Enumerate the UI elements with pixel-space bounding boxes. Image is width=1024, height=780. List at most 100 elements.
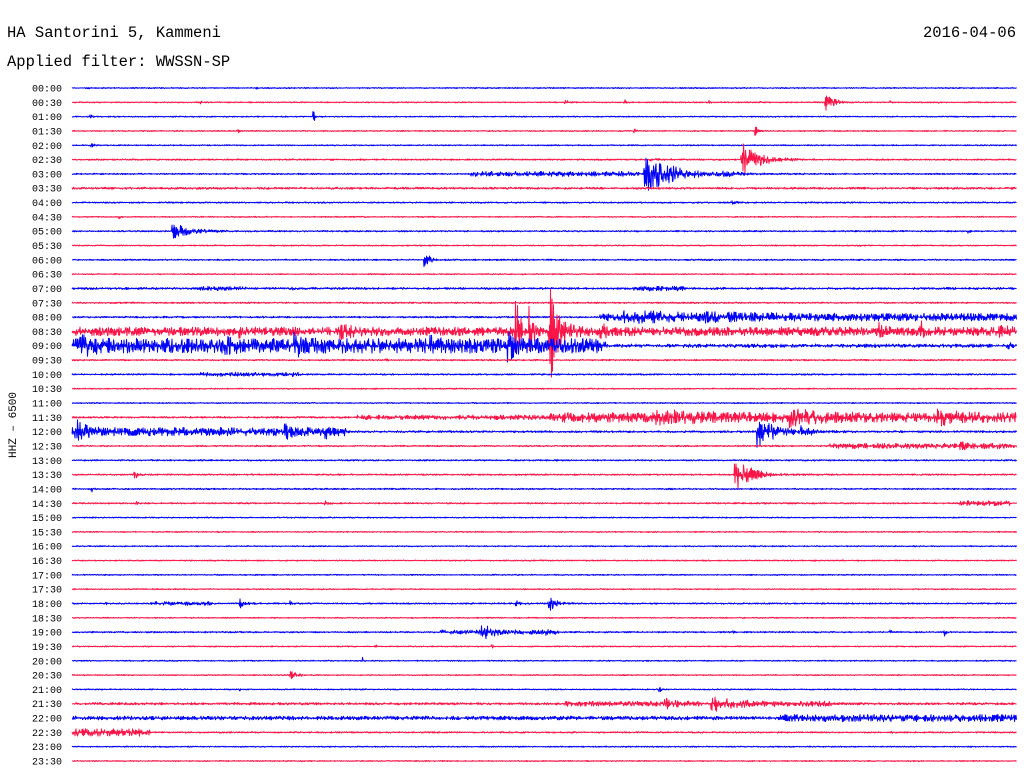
trace-01-30 bbox=[71, 126, 1017, 137]
tick-label-17-00: 17:00 bbox=[32, 571, 62, 582]
trace-20-00 bbox=[71, 656, 1017, 662]
trace-12-30 bbox=[71, 441, 1017, 451]
trace-07-00 bbox=[71, 285, 1017, 292]
trace-16-00 bbox=[71, 545, 1017, 548]
trace-group bbox=[71, 86, 1017, 763]
trace-04-00 bbox=[71, 200, 1017, 205]
trace-03-30 bbox=[71, 186, 1017, 190]
tick-label-00-00: 00:00 bbox=[32, 85, 62, 96]
tick-label-14-00: 14:00 bbox=[32, 485, 62, 496]
trace-05-00 bbox=[71, 224, 1017, 239]
tick-label-06-30: 06:30 bbox=[32, 271, 62, 282]
tick-label-21-00: 21:00 bbox=[32, 686, 62, 697]
trace-09-00 bbox=[71, 331, 1017, 363]
trace-04-30 bbox=[71, 215, 1017, 220]
trace-19-00 bbox=[71, 625, 1017, 640]
tick-label-18-00: 18:00 bbox=[32, 600, 62, 611]
tick-label-11-30: 11:30 bbox=[32, 414, 62, 425]
trace-11-30 bbox=[71, 408, 1017, 429]
trace-23-00 bbox=[71, 745, 1017, 748]
tick-label-07-00: 07:00 bbox=[32, 285, 62, 296]
tick-label-10-30: 10:30 bbox=[32, 385, 62, 396]
tick-label-10-00: 10:00 bbox=[32, 371, 62, 382]
tick-label-04-00: 04:00 bbox=[32, 199, 62, 210]
y-axis-label: HHZ – 6500 bbox=[8, 392, 20, 458]
tick-label-08-00: 08:00 bbox=[32, 314, 62, 325]
tick-label-14-30: 14:30 bbox=[32, 500, 62, 511]
trace-15-00 bbox=[71, 516, 1017, 519]
tick-label-06-00: 06:00 bbox=[32, 256, 62, 267]
trace-00-30 bbox=[71, 95, 1017, 111]
tick-label-16-00: 16:00 bbox=[32, 543, 62, 554]
trace-02-00 bbox=[71, 142, 1017, 148]
tick-label-22-30: 22:30 bbox=[32, 729, 62, 740]
tick-label-20-30: 20:30 bbox=[32, 672, 62, 683]
trace-21-30 bbox=[71, 696, 1017, 712]
tick-label-01-30: 01:30 bbox=[32, 127, 62, 138]
trace-00-00 bbox=[71, 86, 1017, 90]
trace-02-30 bbox=[71, 143, 1017, 175]
trace-03-00 bbox=[71, 157, 1017, 191]
trace-10-30 bbox=[71, 387, 1017, 390]
tick-label-20-00: 20:00 bbox=[32, 657, 62, 668]
filter-label: Applied filter: WWSSN-SP bbox=[7, 53, 230, 71]
tick-label-18-30: 18:30 bbox=[32, 614, 62, 625]
trace-18-00 bbox=[71, 597, 1017, 611]
tick-label-09-30: 09:30 bbox=[32, 357, 62, 368]
tick-label-12-30: 12:30 bbox=[32, 442, 62, 453]
trace-08-00 bbox=[71, 310, 1017, 325]
station-title: HA Santorini 5, Kammeni bbox=[7, 24, 221, 42]
trace-12-00 bbox=[71, 419, 1017, 448]
tick-label-03-30: 03:30 bbox=[32, 185, 62, 196]
tick-label-05-00: 05:00 bbox=[32, 228, 62, 239]
tick-label-04-30: 04:30 bbox=[32, 213, 62, 224]
tick-label-21-30: 21:30 bbox=[32, 700, 62, 711]
tick-label-02-30: 02:30 bbox=[32, 156, 62, 167]
trace-20-30 bbox=[71, 671, 1017, 680]
tick-label-19-30: 19:30 bbox=[32, 643, 62, 654]
tick-label-19-00: 19:00 bbox=[32, 629, 62, 640]
tick-label-05-30: 05:30 bbox=[32, 242, 62, 253]
tick-label-16-30: 16:30 bbox=[32, 557, 62, 568]
trace-22-30 bbox=[71, 728, 1017, 737]
tick-label-12-00: 12:00 bbox=[32, 428, 62, 439]
trace-15-30 bbox=[71, 530, 1017, 533]
trace-19-30 bbox=[71, 644, 1017, 649]
trace-09-30 bbox=[71, 358, 1017, 362]
trace-16-30 bbox=[71, 559, 1017, 562]
trace-14-30 bbox=[71, 500, 1017, 507]
tick-label-23-30: 23:30 bbox=[32, 758, 62, 769]
tick-label-22-00: 22:00 bbox=[32, 715, 62, 726]
tick-label-02-00: 02:00 bbox=[32, 142, 62, 153]
trace-13-30 bbox=[71, 463, 1017, 490]
tick-label-23-00: 23:00 bbox=[32, 743, 62, 754]
tick-label-01-00: 01:00 bbox=[32, 113, 62, 124]
tick-label-13-00: 13:00 bbox=[32, 457, 62, 468]
tick-label-13-30: 13:30 bbox=[32, 471, 62, 482]
tick-label-group: 00:00 00:30 01:00 01:30 02:00 02:30 03:00 03:30… bbox=[32, 85, 62, 769]
tick-label-03-00: 03:00 bbox=[32, 170, 62, 181]
tick-label-09-00: 09:00 bbox=[32, 342, 62, 353]
trace-01-00 bbox=[71, 110, 1017, 121]
trace-14-00 bbox=[71, 487, 1017, 493]
tick-label-08-30: 08:30 bbox=[32, 328, 62, 339]
trace-10-00 bbox=[71, 371, 1017, 377]
tick-label-15-30: 15:30 bbox=[32, 528, 62, 539]
trace-22-00 bbox=[71, 714, 1017, 723]
plot-date: 2016-04-06 bbox=[923, 24, 1016, 42]
trace-05-30 bbox=[71, 244, 1017, 247]
trace-07-30 bbox=[71, 301, 1017, 304]
trace-17-30 bbox=[71, 588, 1017, 591]
tick-label-07-30: 07:30 bbox=[32, 299, 62, 310]
tick-label-17-30: 17:30 bbox=[32, 586, 62, 597]
trace-21-00 bbox=[71, 686, 1017, 693]
trace-18-30 bbox=[71, 616, 1017, 619]
trace-23-30 bbox=[71, 759, 1017, 763]
trace-06-30 bbox=[71, 273, 1017, 276]
tick-label-15-00: 15:00 bbox=[32, 514, 62, 525]
trace-08-30 bbox=[71, 288, 1017, 378]
trace-06-00 bbox=[71, 255, 1017, 268]
tick-label-00-30: 00:30 bbox=[32, 99, 62, 110]
